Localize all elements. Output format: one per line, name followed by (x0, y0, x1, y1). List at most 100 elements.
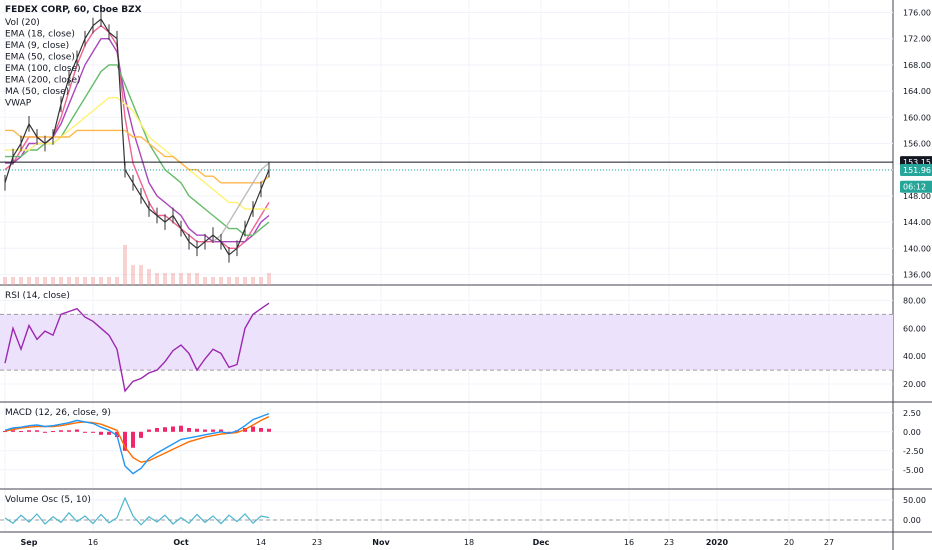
series-line-ema-100-close- (5, 97, 269, 210)
macd-histogram-bar (35, 430, 39, 432)
macd-histogram-bar (179, 425, 183, 432)
osc-y-tick-label: 50.00 (903, 496, 926, 505)
rsi-line (4, 302, 270, 393)
overlay-legend-item: Vol (20) (5, 18, 40, 28)
macd-histogram-bar (139, 431, 143, 438)
macd-y-tick-label: -5.00 (903, 466, 924, 475)
macd-histogram-bar (187, 428, 191, 432)
price-y-tick-label: 176.00 (903, 9, 931, 18)
volume-bar (3, 277, 7, 285)
x-axis-label: 18 (464, 538, 474, 547)
price-y-tick-label: 144.00 (903, 218, 931, 227)
macd-histogram-bar (43, 431, 47, 433)
overlay-legend-item: EMA (200, close) (5, 76, 81, 86)
chart-title: FEDEX CORP, 60, Cboe BZX (5, 5, 142, 15)
volume-bar (211, 277, 215, 285)
volume-bar (27, 277, 31, 285)
volume-bar (219, 277, 223, 285)
macd-histogram-bar (99, 431, 103, 435)
rsi-y-tick-label: 80.00 (903, 296, 926, 305)
overlay-legend-item: MA (50, close) (5, 87, 69, 97)
overlay-legend-item: EMA (18, close) (5, 30, 75, 40)
x-axis-label: Oct (173, 538, 189, 547)
price-tag (900, 180, 932, 193)
volume-bar (179, 273, 183, 285)
macd-histogram-bar (27, 430, 31, 432)
macd-histogram-bar (75, 429, 79, 432)
rsi-y-tick-label: 20.00 (903, 380, 926, 389)
macd-y-tick-label: 0.00 (903, 428, 921, 437)
volume-bar (251, 277, 255, 285)
price-y-tick-label: 160.00 (903, 113, 931, 122)
macd-signal-line (4, 415, 270, 463)
macd-histogram-bar (91, 431, 95, 433)
x-axis-label: 23 (664, 538, 674, 547)
macd-histogram-bar (59, 430, 63, 432)
rsi-band (0, 314, 893, 371)
macd-histogram-bar (83, 431, 87, 433)
overlay-legend-item: EMA (100, close) (5, 64, 81, 74)
volume-bar (59, 277, 63, 285)
volume-bar (147, 269, 151, 285)
volume-bar (43, 277, 47, 285)
volume-bar (139, 265, 143, 285)
price-tag (900, 163, 932, 176)
volume-bar (91, 277, 95, 285)
x-axis-label: 23 (312, 538, 322, 547)
volume-bar (267, 273, 271, 285)
volume-bar (131, 265, 135, 285)
price-tag-label: 153.15 (903, 158, 931, 167)
overlay-legend-item: EMA (9, close) (5, 41, 69, 51)
volume-bar (171, 273, 175, 285)
rsi-y-tick-label: 40.00 (903, 352, 926, 361)
x-axis-label: 14 (256, 538, 266, 547)
macd-histogram-bar (131, 431, 135, 448)
price-y-tick-label: 148.00 (903, 192, 931, 201)
overlay-legend-item: EMA (50, close) (5, 53, 75, 63)
volume-bar (259, 277, 263, 285)
macd-histogram-bar (107, 431, 111, 435)
price-y-tick-label: 168.00 (903, 61, 931, 70)
x-axis-label: Nov (372, 538, 390, 547)
macd-histogram-bar (115, 431, 119, 438)
macd-histogram-bar (171, 426, 175, 432)
series-line-ema-200-close- (5, 129, 270, 184)
macd-histogram-bar (227, 431, 231, 433)
x-axis-label: 16 (624, 538, 634, 547)
macd-histogram-bar (267, 428, 271, 432)
rsi-title: RSI (14, close) (5, 291, 70, 301)
macd-histogram-bar (51, 431, 55, 433)
macd-histogram-bar (19, 431, 23, 433)
price-tag-label: 06:12 (903, 183, 926, 192)
volume-osc-line (4, 496, 270, 526)
macd-histogram-bar (3, 431, 7, 433)
volume-bar (235, 277, 239, 285)
macd-histogram-bar (259, 428, 263, 432)
volume-bar (155, 273, 159, 285)
volume-bar (67, 277, 71, 285)
macd-histogram-bar (67, 430, 71, 432)
volume-bar (35, 277, 39, 285)
macd-histogram-bar (219, 429, 223, 432)
volume-bar (51, 277, 55, 285)
macd-line (4, 412, 270, 475)
x-axis-label: 2020 (706, 538, 729, 547)
x-axis-label: 27 (824, 538, 834, 547)
macd-histogram-bar (155, 428, 159, 432)
price-y-tick-label: 136.00 (903, 270, 931, 279)
macd-histogram-bar (203, 429, 207, 432)
macd-histogram-bar (11, 430, 15, 432)
x-axis-label: Sep (21, 538, 38, 547)
macd-histogram-bar (163, 427, 167, 432)
price-y-tick-label: 156.00 (903, 140, 931, 149)
volume-bar (227, 277, 231, 285)
volume-bar (123, 245, 127, 285)
macd-histogram-bar (251, 426, 255, 432)
overlay-legend-item: VWAP (5, 99, 32, 109)
volume-osc-title: Volume Osc (5, 10) (5, 495, 91, 505)
macd-histogram-bar (195, 428, 199, 432)
volume-bar (107, 277, 111, 285)
macd-y-tick-label: -2.50 (903, 447, 924, 456)
rsi-y-tick-label: 60.00 (903, 324, 926, 333)
